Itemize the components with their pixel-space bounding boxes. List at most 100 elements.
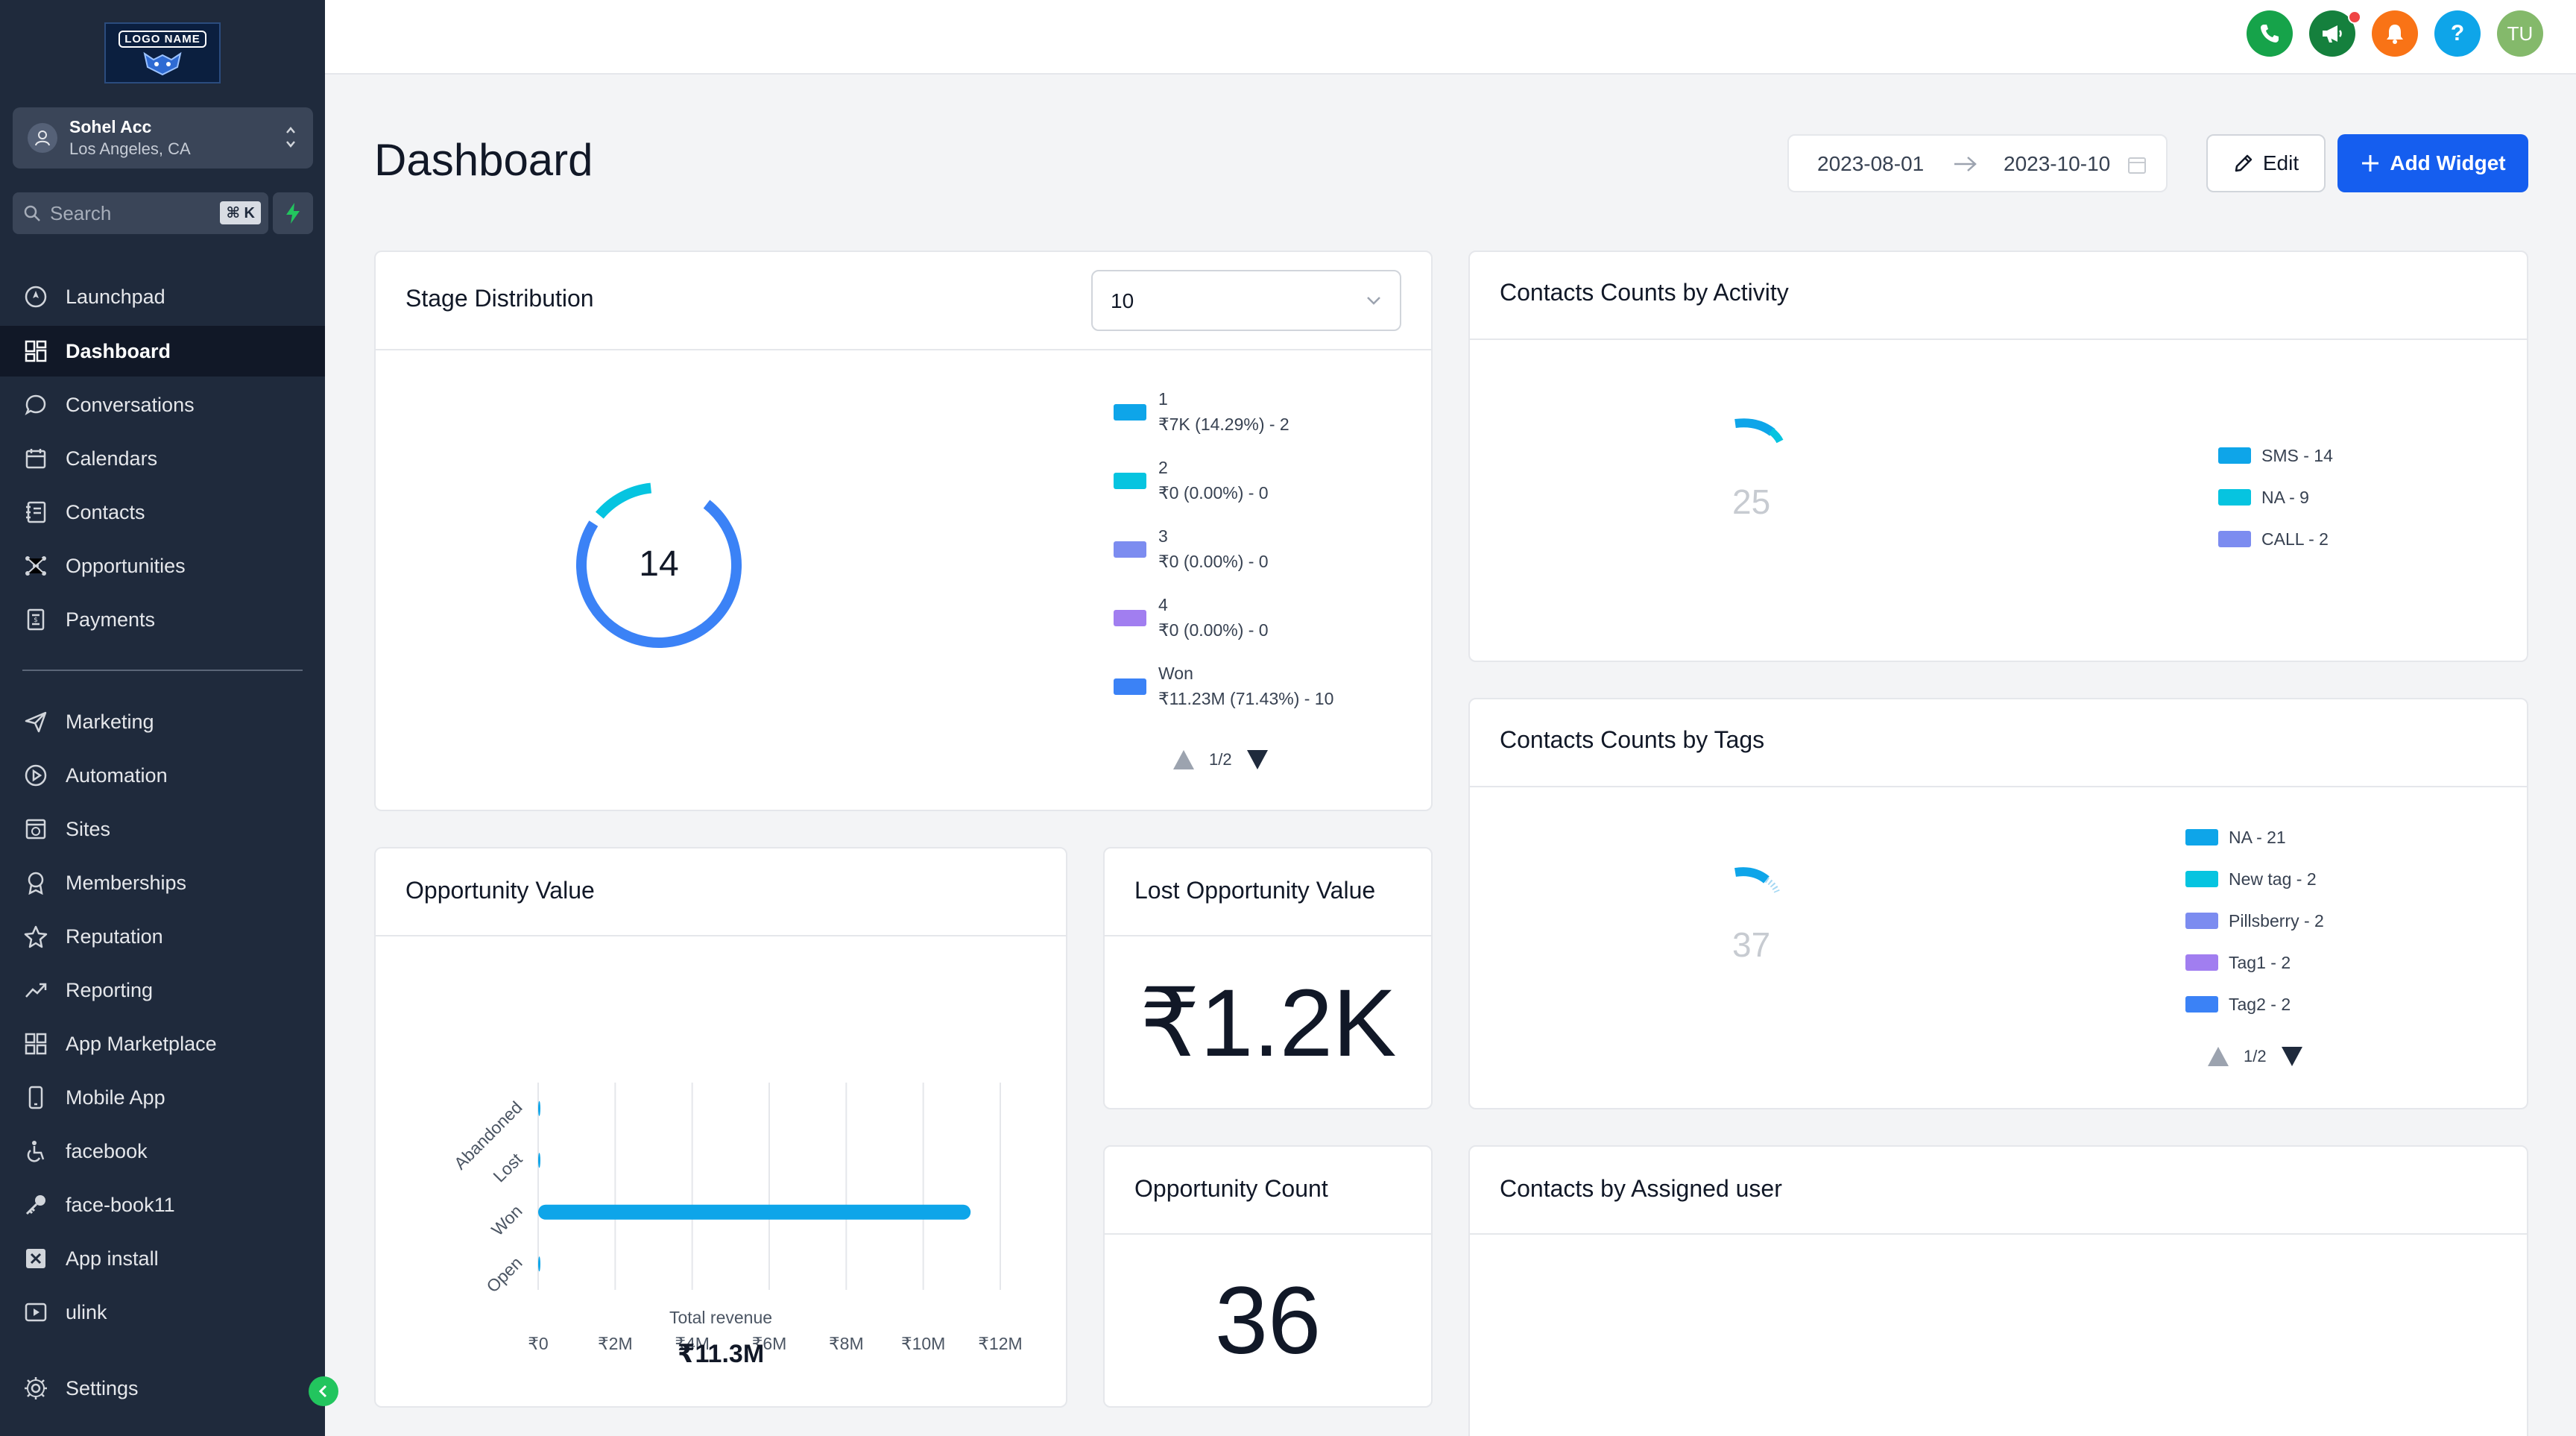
date-start[interactable]: 2023-08-01 — [1817, 152, 1925, 175]
legend-item[interactable]: Won ₹11.23M (71.43%) - 10 — [1158, 664, 1334, 708]
sidebar-item-dashboard[interactable]: Dashboard — [0, 326, 325, 377]
x-tick-label: ₹12M — [978, 1334, 1022, 1353]
phone-icon — [2261, 25, 2279, 42]
top-bar — [325, 0, 2576, 75]
legend-item[interactable]: 2 ₹0 (0.00%) - 0 — [1158, 458, 1269, 503]
total-revenue-label: Total revenue — [669, 1308, 773, 1327]
sidebar-item-conversations[interactable]: Conversations — [0, 380, 325, 430]
sidebar-item-opportunities[interactable]: Opportunities — [0, 541, 325, 591]
widget-title: Stage Distribution — [405, 285, 594, 312]
legend-item[interactable]: CALL - 2 — [2261, 529, 2329, 549]
sidebar-item-launchpad[interactable]: Launchpad — [0, 271, 325, 322]
search-input[interactable]: Search ⌘ K — [13, 192, 268, 234]
megaphone-icon — [2323, 25, 2342, 42]
x-tick-label: ₹0 — [528, 1334, 548, 1353]
tags-donut-chart — [1734, 867, 1780, 893]
sidebar-item-contacts[interactable]: Contacts — [0, 487, 325, 538]
close-box-icon — [22, 1245, 49, 1272]
star-icon — [22, 923, 49, 950]
legend-swatch — [2185, 996, 2218, 1013]
pager-prev-button[interactable] — [2208, 1047, 2229, 1066]
grid-icon — [22, 1030, 49, 1057]
gear-icon — [22, 1375, 49, 1402]
date-end[interactable]: 2023-10-10 — [2004, 152, 2111, 175]
donut-segment — [1734, 867, 1770, 884]
sidebar-item-mobile-app[interactable]: Mobile App — [0, 1072, 325, 1123]
mobile-icon — [22, 1084, 49, 1111]
donut-center-value: 25 — [1732, 482, 1771, 521]
legend-item[interactable]: NA - 9 — [2261, 488, 2309, 507]
sidebar-item-marketing[interactable]: Marketing — [0, 696, 325, 747]
quick-action-button[interactable] — [273, 192, 313, 234]
legend-item[interactable]: Tag2 - 2 — [2229, 995, 2291, 1014]
legend-pager: 1/2 — [2208, 1047, 2302, 1066]
legend-item[interactable]: Tag1 - 2 — [2229, 953, 2291, 972]
dashboard-icon — [22, 338, 49, 365]
sidebar-item-payments[interactable]: $ Payments — [0, 594, 325, 645]
legend-item[interactable]: New tag - 2 — [2229, 869, 2317, 889]
chat-bubble-icon — [22, 391, 49, 418]
announcements-button[interactable] — [2309, 10, 2355, 57]
sidebar-item-ulink[interactable]: ulink — [0, 1287, 325, 1338]
edit-dashboard-button[interactable]: Edit — [2206, 134, 2326, 192]
x-tick-label: ₹4M — [675, 1334, 710, 1353]
sidebar-item-label: Automation — [66, 763, 168, 787]
widget-title: Opportunity Count — [1134, 1175, 1328, 1202]
legend-swatch — [2185, 954, 2218, 971]
add-widget-button[interactable]: Add Widget — [2337, 134, 2528, 192]
user-avatar[interactable]: TU — [2497, 10, 2543, 57]
legend-swatch — [1114, 610, 1146, 626]
bar-open — [538, 1256, 540, 1272]
sidebar-item-settings[interactable]: Settings — [0, 1363, 325, 1414]
sidebar-item-memberships[interactable]: Memberships — [0, 857, 325, 908]
sidebar-item-label: Mobile App — [66, 1086, 165, 1109]
company-logo[interactable]: LOGO NAME — [104, 22, 221, 84]
date-range-picker[interactable]: 2023-08-01 2023-10-10 — [1787, 134, 2168, 192]
bar-abandoned — [538, 1100, 540, 1116]
collapse-sidebar-button[interactable] — [309, 1376, 338, 1406]
phone-button[interactable] — [2247, 10, 2293, 57]
account-switcher[interactable]: Sohel Acc Los Angeles, CA — [13, 107, 313, 169]
pager-next-button[interactable] — [2281, 1047, 2302, 1066]
chevron-left-icon — [318, 1385, 327, 1398]
help-icon: ? — [2450, 21, 2465, 45]
key-icon — [22, 1191, 49, 1218]
sidebar-item-face-book11[interactable]: face-book11 — [0, 1180, 325, 1230]
bar-won — [538, 1204, 971, 1220]
pager-prev-button[interactable] — [1173, 750, 1194, 769]
x-tick-label: ₹10M — [901, 1334, 945, 1353]
sidebar-item-app-install[interactable]: App install — [0, 1233, 325, 1284]
sidebar-item-calendars[interactable]: Calendars — [0, 433, 325, 484]
sidebar-item-label: Reporting — [66, 978, 154, 1001]
sidebar-item-label: Launchpad — [66, 285, 165, 308]
legend-item[interactable]: Pillsberry - 2 — [2229, 911, 2324, 930]
network-icon — [22, 552, 49, 579]
sidebar-item-label: face-book11 — [66, 1193, 175, 1216]
sidebar-item-automation[interactable]: Automation — [0, 750, 325, 801]
legend-item[interactable]: NA - 21 — [2229, 828, 2286, 847]
legend-swatch — [2185, 829, 2218, 845]
widget-title: Lost Opportunity Value — [1134, 877, 1376, 904]
legend-swatch — [2185, 871, 2218, 887]
page-title: Dashboard — [374, 135, 593, 185]
sidebar: LOGO NAME Sohel Acc Los Angeles, CA Sear… — [0, 0, 325, 1436]
widget-header: Contacts Counts by Activity — [1470, 252, 2527, 340]
help-button[interactable]: ? — [2434, 10, 2481, 57]
legend-item[interactable]: 4 ₹0 (0.00%) - 0 — [1158, 595, 1269, 640]
pipeline-select[interactable]: 10 — [1091, 270, 1401, 331]
pager-next-button[interactable] — [1246, 750, 1268, 769]
legend-item[interactable]: SMS - 14 — [2261, 446, 2333, 465]
legend-item[interactable]: 3 ₹0 (0.00%) - 0 — [1158, 526, 1269, 571]
search-shortcut: ⌘ K — [220, 201, 261, 224]
legend-item[interactable]: 1 ₹7K (14.29%) - 2 — [1158, 389, 1289, 434]
search-placeholder: Search — [50, 201, 112, 224]
sidebar-item-reputation[interactable]: Reputation — [0, 911, 325, 962]
sidebar-item-sites[interactable]: Sites — [0, 804, 325, 854]
pencil-icon — [2235, 154, 2253, 172]
sidebar-item-facebook[interactable]: facebook — [0, 1126, 325, 1177]
notifications-button[interactable] — [2372, 10, 2418, 57]
sidebar-item-app-marketplace[interactable]: App Marketplace — [0, 1018, 325, 1069]
sidebar-item-label: Reputation — [66, 925, 163, 948]
sidebar-item-reporting[interactable]: Reporting — [0, 965, 325, 1015]
